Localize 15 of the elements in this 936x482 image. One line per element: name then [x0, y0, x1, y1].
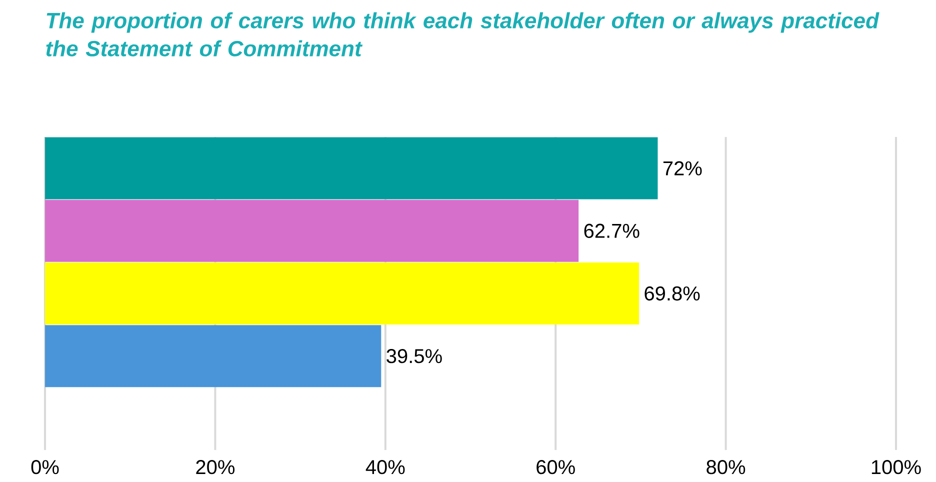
- data-label: 69.8%: [644, 286, 700, 301]
- data-label: 62.7%: [584, 224, 640, 238]
- x-tick-label: 60%: [536, 460, 575, 474]
- bar: [45, 200, 579, 262]
- chart-title: The proportion of carers who think each stakeholder often or always practiced the Statement of Commitment: [46, 12, 880, 56]
- bar: [45, 262, 639, 324]
- bar: [45, 137, 658, 200]
- bar: [45, 325, 382, 388]
- x-tick-label: 80%: [706, 460, 746, 474]
- data-label: 72%: [663, 161, 702, 176]
- x-tick-label: 0%: [31, 460, 59, 474]
- x-tick-label: 40%: [366, 460, 405, 474]
- x-tick-label: 100%: [872, 460, 921, 474]
- x-tick-label: 20%: [196, 460, 234, 474]
- data-label: 39.5%: [386, 349, 442, 364]
